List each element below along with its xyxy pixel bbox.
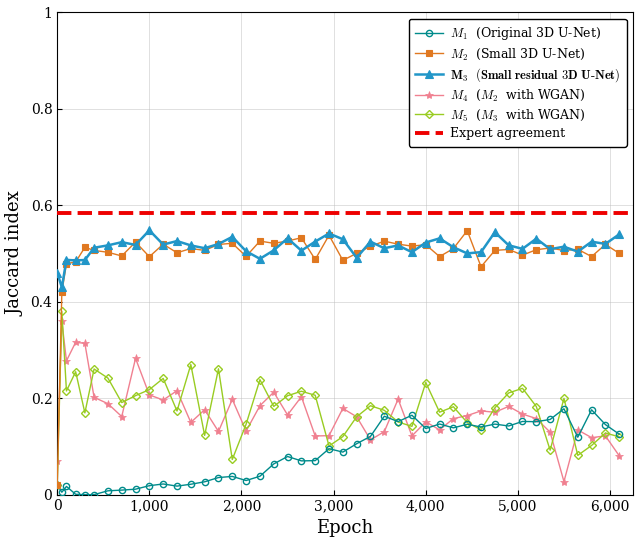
Y-axis label: Jaccard index: Jaccard index [7, 191, 25, 316]
Legend: $M_1$  (Original 3D U-Net), $M_2$  (Small 3D U-Net), $\mathbf{M_3}$  $\mathbf{(S: $M_1$ (Original 3D U-Net), $M_2$ (Small … [409, 18, 627, 146]
X-axis label: Epoch: Epoch [317, 519, 374, 537]
